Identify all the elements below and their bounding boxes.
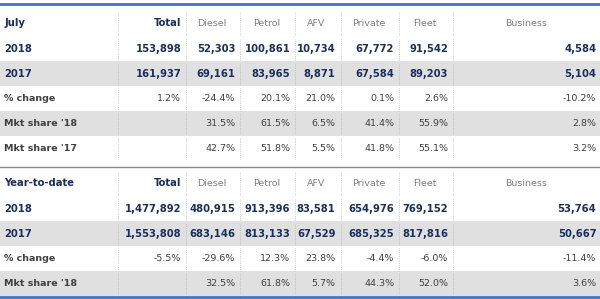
Text: Private: Private [352,19,385,28]
Text: 5,104: 5,104 [565,69,596,79]
Text: -10.2%: -10.2% [563,94,596,103]
Bar [0,221,600,246]
Text: 41.8%: 41.8% [364,144,394,153]
Text: 480,915: 480,915 [190,204,235,214]
Text: 2.8%: 2.8% [572,119,596,128]
Text: 913,396: 913,396 [245,204,290,214]
Text: Diesel: Diesel [197,19,226,28]
Text: -6.0%: -6.0% [421,254,448,263]
Bar [0,111,600,136]
Text: 2018: 2018 [4,204,32,214]
Text: 61.5%: 61.5% [260,119,290,128]
Bar [0,196,600,221]
Text: 4,584: 4,584 [564,44,596,54]
Text: 161,937: 161,937 [136,69,181,79]
Text: 769,152: 769,152 [403,204,448,214]
Text: Mkt share '18: Mkt share '18 [4,279,77,288]
Text: 654,976: 654,976 [349,204,394,214]
Text: 42.7%: 42.7% [205,144,235,153]
Bar [0,136,600,161]
Bar [0,271,600,296]
Text: 67,529: 67,529 [297,229,335,239]
Text: 32.5%: 32.5% [205,279,235,288]
Text: 1.2%: 1.2% [157,94,181,103]
Text: 31.5%: 31.5% [205,119,235,128]
Text: 20.1%: 20.1% [260,94,290,103]
Text: 10,734: 10,734 [296,44,335,54]
Text: Business: Business [505,179,547,188]
Text: 55.1%: 55.1% [418,144,448,153]
Text: 21.0%: 21.0% [305,94,335,103]
Text: Petrol: Petrol [253,179,280,188]
Text: 89,203: 89,203 [410,69,448,79]
Text: 51.8%: 51.8% [260,144,290,153]
Text: 50,667: 50,667 [558,229,596,239]
Text: Fleet: Fleet [413,179,437,188]
Bar [0,296,600,299]
Text: AFV: AFV [307,19,326,28]
Text: 685,325: 685,325 [349,229,394,239]
Bar [0,246,600,271]
Text: 41.4%: 41.4% [364,119,394,128]
Text: % change: % change [4,254,55,263]
Bar [0,86,600,111]
Text: 83,581: 83,581 [296,204,335,214]
Text: 3.6%: 3.6% [572,279,596,288]
Text: 61.8%: 61.8% [260,279,290,288]
Text: 2017: 2017 [4,229,32,239]
Text: 44.3%: 44.3% [364,279,394,288]
Text: Diesel: Diesel [197,179,226,188]
Text: 5.7%: 5.7% [311,279,335,288]
Text: 1,477,892: 1,477,892 [125,204,181,214]
Text: 2.6%: 2.6% [424,94,448,103]
Text: 67,584: 67,584 [355,69,394,79]
Bar [0,61,600,86]
Text: Business: Business [505,19,547,28]
Text: 23.8%: 23.8% [305,254,335,263]
Text: Fleet: Fleet [413,19,437,28]
Text: 813,133: 813,133 [245,229,290,239]
Text: 55.9%: 55.9% [418,119,448,128]
Text: Total: Total [154,179,181,188]
Text: -5.5%: -5.5% [154,254,181,263]
Text: 8,871: 8,871 [304,69,335,79]
Text: 6.5%: 6.5% [311,119,335,128]
Bar [0,36,600,61]
Text: -11.4%: -11.4% [563,254,596,263]
Text: 0.1%: 0.1% [370,94,394,103]
Text: 2017: 2017 [4,69,32,79]
Text: July: July [4,19,25,28]
Text: % change: % change [4,94,55,103]
Text: AFV: AFV [307,179,326,188]
Text: 1,553,808: 1,553,808 [125,229,181,239]
Text: -4.4%: -4.4% [367,254,394,263]
Text: 67,772: 67,772 [356,44,394,54]
Text: 12.3%: 12.3% [260,254,290,263]
Text: Year-to-date: Year-to-date [4,179,74,188]
Text: Total: Total [154,19,181,28]
Text: -24.4%: -24.4% [202,94,235,103]
Text: 817,816: 817,816 [402,229,448,239]
Bar [0,10,600,36]
Text: -29.6%: -29.6% [202,254,235,263]
Text: 53,764: 53,764 [557,204,596,214]
Text: Mkt share '18: Mkt share '18 [4,119,77,128]
Text: 100,861: 100,861 [245,44,290,54]
Text: 3.2%: 3.2% [572,144,596,153]
Text: 91,542: 91,542 [409,44,448,54]
Text: 83,965: 83,965 [252,69,290,79]
Text: Petrol: Petrol [253,19,280,28]
Text: 69,161: 69,161 [196,69,235,79]
Text: 52.0%: 52.0% [418,279,448,288]
Bar [0,170,600,196]
Text: Private: Private [352,179,385,188]
Text: 2018: 2018 [4,44,32,54]
Text: 683,146: 683,146 [189,229,235,239]
Text: 153,898: 153,898 [136,44,181,54]
Text: 52,303: 52,303 [197,44,235,54]
Text: Mkt share '17: Mkt share '17 [4,144,77,153]
Text: 5.5%: 5.5% [311,144,335,153]
